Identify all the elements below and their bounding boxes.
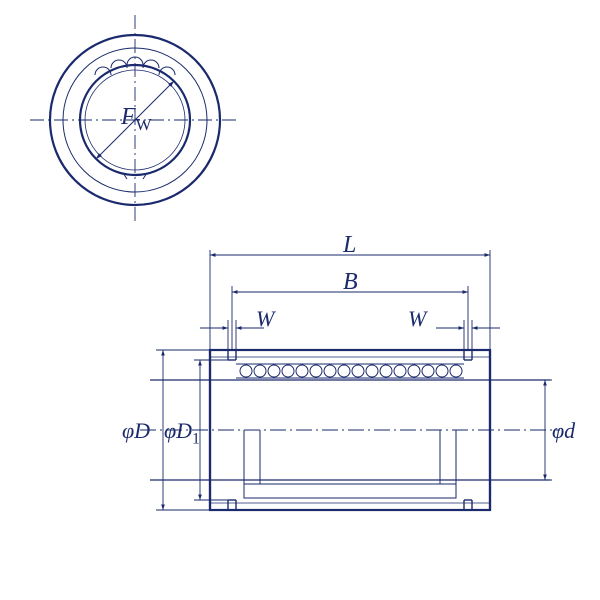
label-phiD1: φD1 (164, 418, 200, 448)
label-B: B (343, 269, 358, 296)
label-phiD: φD (122, 418, 150, 444)
label-phid: φd (552, 418, 575, 444)
bearing-diagram (0, 0, 600, 600)
label-Fw: FW (121, 104, 152, 135)
label-W-right: W (408, 306, 426, 332)
side-section-view (140, 350, 560, 510)
label-L: L (343, 232, 356, 259)
label-W-left: W (256, 306, 274, 332)
